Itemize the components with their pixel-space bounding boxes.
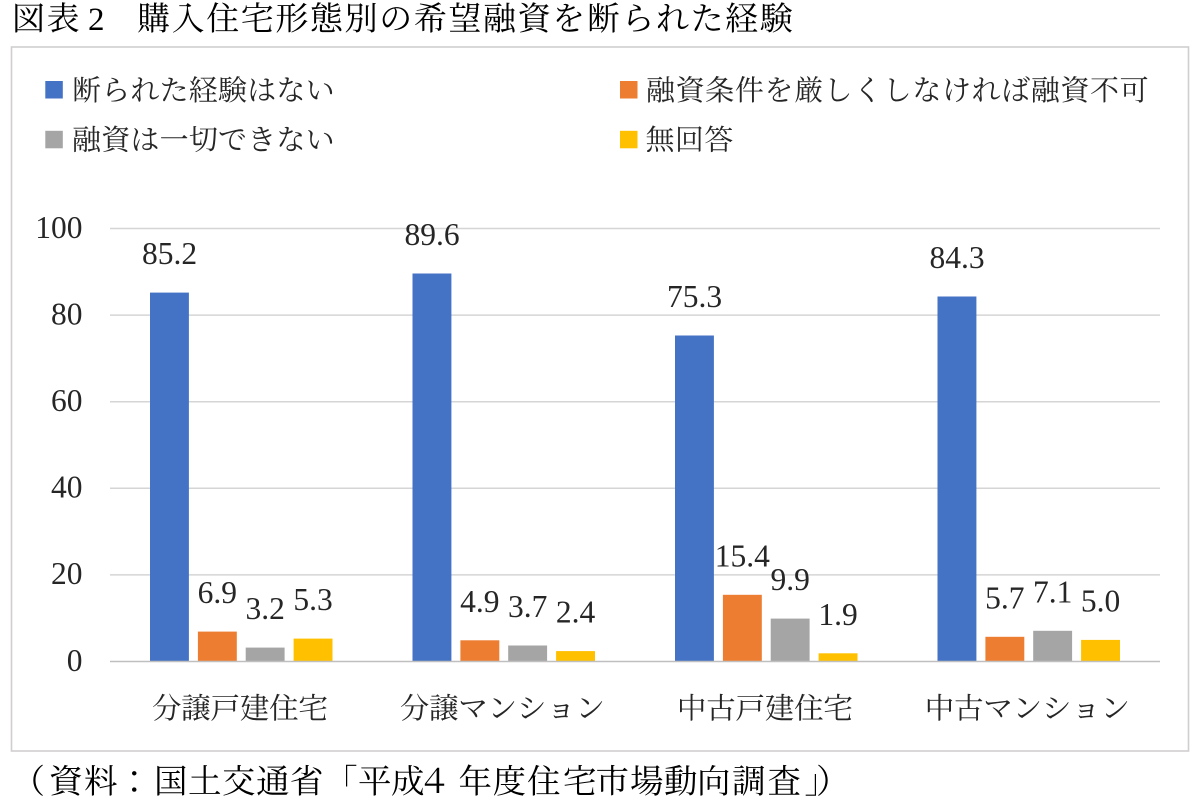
svg-text:5.0: 5.0: [1081, 583, 1120, 618]
svg-text:3.2: 3.2: [246, 591, 285, 626]
svg-text:40: 40: [51, 470, 83, 505]
svg-text:5.3: 5.3: [293, 582, 332, 617]
svg-text:0: 0: [67, 643, 83, 678]
svg-text:15.4: 15.4: [715, 538, 770, 573]
svg-text:6.9: 6.9: [198, 575, 237, 610]
svg-text:2: 2: [88, 2, 105, 38]
svg-text:1.9: 1.9: [818, 597, 857, 632]
svg-text:4.9: 4.9: [460, 584, 499, 619]
svg-text:2.4: 2.4: [556, 595, 596, 630]
svg-text:84.3: 84.3: [929, 240, 984, 275]
svg-text:7.1: 7.1: [1033, 574, 1072, 609]
svg-text:20: 20: [51, 556, 83, 591]
svg-text:100: 100: [35, 210, 82, 245]
svg-text:9.9: 9.9: [771, 562, 810, 597]
svg-text:80: 80: [51, 296, 83, 331]
svg-text:75.3: 75.3: [667, 279, 722, 314]
svg-text:3.7: 3.7: [508, 589, 547, 624]
svg-text:85.2: 85.2: [142, 236, 197, 271]
svg-text:5.7: 5.7: [985, 580, 1024, 615]
svg-text:89.6: 89.6: [404, 217, 459, 252]
svg-text:60: 60: [51, 383, 83, 418]
